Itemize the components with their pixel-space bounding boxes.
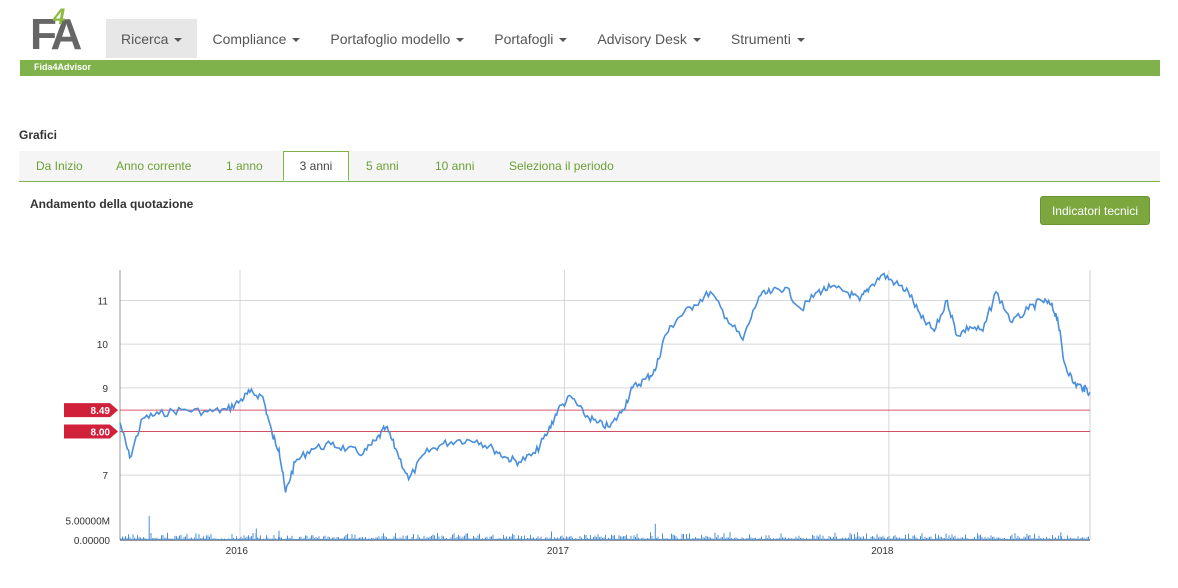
x-tick-label: 2016 <box>226 546 249 557</box>
price-chart[interactable]: 78910112016201720188.498.000.000005.0000… <box>0 270 1100 570</box>
reference-marker <box>64 403 118 418</box>
logo-accent: 4 <box>53 4 66 29</box>
y-tick-label: 10 <box>97 340 109 351</box>
menu-portafoglio-modello-label: Portafoglio modello <box>330 31 451 47</box>
menu-advisory-desk[interactable]: Advisory Desk <box>582 19 715 58</box>
reference-marker <box>64 424 118 439</box>
tab-seleziona-periodo[interactable]: Seleziona il periodo <box>509 159 614 173</box>
section-title: Grafici <box>19 128 58 142</box>
menu-ricerca[interactable]: Ricerca <box>106 19 198 58</box>
tab-anno-corrente[interactable]: Anno corrente <box>116 159 192 173</box>
tab-3-anni[interactable]: 3 anni <box>283 151 349 181</box>
volume-tick-label: 0.00000 <box>74 536 111 547</box>
volume-tick-label: 5.00000M <box>66 517 110 528</box>
chevron-down-icon <box>456 38 465 43</box>
tab-1-anno[interactable]: 1 anno <box>226 159 263 173</box>
chevron-down-icon <box>796 38 805 43</box>
brand-bar: Fida4Advisor <box>20 60 1160 76</box>
brand-name: Fida4Advisor <box>34 62 92 72</box>
volume-bars <box>120 516 1089 540</box>
chevron-down-icon <box>692 38 701 43</box>
tab-da-inizio[interactable]: Da Inizio <box>36 159 83 173</box>
chevron-down-icon <box>292 38 301 43</box>
reference-label: 8.49 <box>91 406 111 417</box>
chevron-down-icon <box>559 38 568 43</box>
chevron-down-icon <box>174 38 183 43</box>
tab-10-anni[interactable]: 10 anni <box>435 159 475 173</box>
menu-portafoglio-modello[interactable]: Portafoglio modello <box>315 19 479 58</box>
menu-strumenti-label: Strumenti <box>730 31 791 47</box>
technical-indicators-button[interactable]: Indicatori tecnici <box>1040 196 1150 225</box>
brand-logo[interactable]: FA 4 <box>20 4 106 60</box>
price-series-line <box>119 272 1091 493</box>
top-navbar: FA 4 Ricerca Compliance Portafoglio mode… <box>20 0 1160 76</box>
chart-title: Andamento della quotazione <box>30 197 194 211</box>
menu-compliance[interactable]: Compliance <box>197 19 315 58</box>
tab-5-anni[interactable]: 5 anni <box>366 159 399 173</box>
y-tick-label: 7 <box>102 471 108 482</box>
menu-portafogli-label: Portafogli <box>494 31 554 47</box>
menu-strumenti[interactable]: Strumenti <box>716 19 820 58</box>
x-tick-label: 2018 <box>871 546 894 557</box>
y-tick-label: 11 <box>98 297 109 308</box>
main-menu: Ricerca Compliance Portafoglio modello P… <box>106 19 820 58</box>
reference-label: 8.00 <box>91 427 111 438</box>
menu-portafogli[interactable]: Portafogli <box>479 19 582 58</box>
x-tick-label: 2017 <box>547 546 570 557</box>
menu-compliance-label: Compliance <box>212 31 287 47</box>
period-tabs: Da Inizio Anno corrente 1 anno 3 anni 5 … <box>19 151 1160 182</box>
y-tick-label: 9 <box>102 384 108 395</box>
logo-letters: FA <box>30 10 82 59</box>
menu-advisory-desk-label: Advisory Desk <box>597 31 687 47</box>
menu-ricerca-label: Ricerca <box>121 31 169 47</box>
